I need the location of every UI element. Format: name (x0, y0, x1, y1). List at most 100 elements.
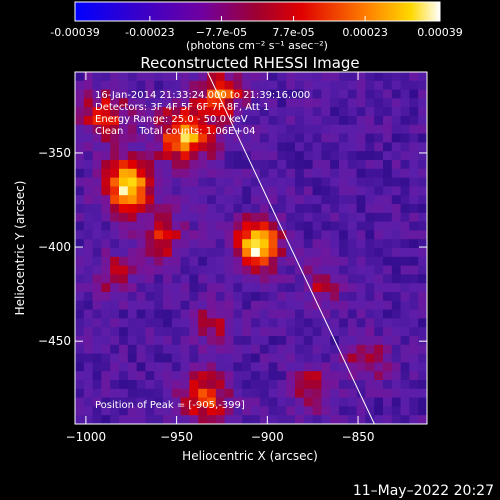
heatmap-cell (136, 142, 146, 152)
heatmap-cell (242, 124, 252, 134)
heatmap-cell (321, 327, 331, 337)
heatmap-cell (136, 116, 146, 126)
heatmap-cell (242, 397, 252, 407)
heatmap-cell (295, 142, 305, 152)
heatmap-cell (383, 186, 393, 196)
heatmap-cell (374, 124, 384, 134)
heatmap-cell (312, 133, 322, 143)
heatmap-cell (251, 72, 261, 82)
heatmap-cell (242, 300, 252, 310)
heatmap-cell (119, 195, 129, 205)
heatmap-cell (365, 406, 375, 416)
heatmap-cell (198, 362, 208, 372)
heatmap-cell (321, 195, 331, 205)
heatmap-cell (145, 133, 155, 143)
heatmap-cell (409, 186, 419, 196)
heatmap-cell (92, 309, 102, 319)
heatmap-cell (365, 204, 375, 214)
heatmap-cell (110, 116, 120, 126)
heatmap-cell (119, 98, 129, 108)
heatmap-cell (418, 168, 427, 178)
heatmap-cell (251, 80, 261, 90)
heatmap-cell (374, 406, 384, 416)
heatmap-cell (330, 195, 340, 205)
heatmap-cell (119, 124, 129, 134)
heatmap-cell (171, 344, 181, 354)
heatmap-cell (391, 274, 401, 284)
heatmap-cell (268, 406, 278, 416)
heatmap-cell (391, 256, 401, 266)
heatmap-cell (242, 406, 252, 416)
heatmap-cell (374, 309, 384, 319)
heatmap-cell (163, 89, 173, 99)
heatmap-cell (171, 248, 181, 258)
heatmap-cell (154, 80, 164, 90)
heatmap-cell (268, 80, 278, 90)
heatmap-cell (418, 230, 427, 240)
heatmap-cell (286, 283, 296, 293)
heatmap-cell (224, 160, 234, 170)
heatmap-cell (189, 116, 199, 126)
heatmap-cell (259, 362, 269, 372)
heatmap-cell (391, 362, 401, 372)
heatmap-cell (356, 72, 366, 82)
heatmap-cell (119, 116, 129, 126)
heatmap-cell (391, 239, 401, 249)
heatmap-cell (251, 142, 261, 152)
heatmap-cell (101, 98, 111, 108)
heatmap-cell (259, 388, 269, 398)
heatmap-cell (189, 318, 199, 328)
heatmap-cell (418, 160, 427, 170)
heatmap-cell (347, 380, 357, 390)
heatmap-cell (154, 98, 164, 108)
heatmap-cell (154, 177, 164, 187)
heatmap-cell (259, 151, 269, 161)
heatmap-cell (268, 160, 278, 170)
heatmap-cell (189, 344, 199, 354)
heatmap-cell (163, 72, 173, 82)
heatmap-cell (163, 256, 173, 266)
heatmap-cell (136, 353, 146, 363)
heatmap-cell (101, 72, 111, 82)
heatmap-cell (233, 256, 243, 266)
heatmap-cell (330, 265, 340, 275)
heatmap-cell (400, 318, 410, 328)
heatmap-cell (286, 362, 296, 372)
heatmap-cell (92, 133, 102, 143)
heatmap-cell (127, 116, 137, 126)
heatmap-cell (321, 151, 331, 161)
heatmap-cell (154, 142, 164, 152)
heatmap-cell (189, 336, 199, 346)
heatmap-cell (339, 415, 349, 424)
heatmap-cell (198, 230, 208, 240)
heatmap-cell (75, 371, 85, 381)
heatmap-cell (198, 133, 208, 143)
heatmap-cell (198, 380, 208, 390)
heatmap-cell (347, 221, 357, 231)
heatmap-cell (251, 265, 261, 275)
heatmap-cell (154, 406, 164, 416)
heatmap-cell (224, 133, 234, 143)
heatmap-cell (242, 160, 252, 170)
heatmap-cell (391, 160, 401, 170)
heatmap-cell (127, 186, 137, 196)
heatmap-cell (110, 80, 120, 90)
heatmap-cell (277, 177, 287, 187)
heatmap-cell (163, 353, 173, 363)
heatmap-cell (233, 133, 243, 143)
heatmap-cell (215, 168, 225, 178)
heatmap-cell (418, 98, 427, 108)
heatmap-cell (171, 168, 181, 178)
heatmap-cell (198, 168, 208, 178)
heatmap-cell (312, 274, 322, 284)
heatmap-cell (180, 327, 190, 337)
heatmap-cell (110, 256, 120, 266)
heatmap-cell (136, 230, 146, 240)
heatmap-cell (215, 388, 225, 398)
heatmap-cell (312, 212, 322, 222)
heatmap-cell (383, 353, 393, 363)
heatmap-cell (215, 406, 225, 416)
heatmap-cell (233, 415, 243, 424)
heatmap-cell (400, 168, 410, 178)
heatmap-cell (224, 300, 234, 310)
